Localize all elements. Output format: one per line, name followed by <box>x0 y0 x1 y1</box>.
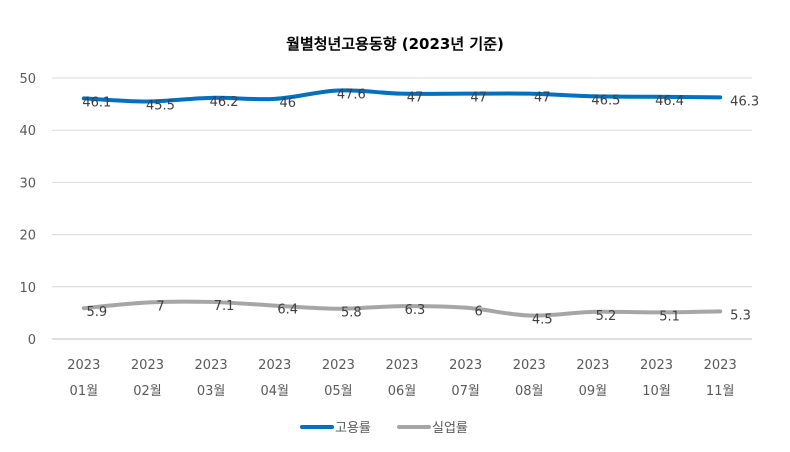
y-tick-label: 50 <box>19 72 36 87</box>
x-tick-label: 2023 04월 <box>258 358 291 399</box>
x-tick-month: 04월 <box>260 384 289 399</box>
x-tick-year: 2023 <box>704 358 737 373</box>
x-tick-label: 2023 08월 <box>513 358 546 399</box>
x-tick-label: 2023 07월 <box>449 358 482 399</box>
y-axis: 0 10 20 30 40 50 <box>19 72 36 348</box>
y-tick-label: 0 <box>28 333 36 348</box>
data-label: 7.1 <box>214 299 235 314</box>
data-label: 46.5 <box>591 93 620 108</box>
data-label: 5.8 <box>341 306 362 321</box>
x-tick-month: 07월 <box>451 384 480 399</box>
x-tick-label: 2023 10월 <box>640 358 673 399</box>
gridlines <box>52 77 752 340</box>
chart-title: 월별청년고용동향 (2023년 기준) <box>286 35 504 53</box>
data-label: 47 <box>534 91 551 106</box>
y-tick-label: 10 <box>19 281 36 296</box>
x-axis: 2023 01월 2023 02월 2023 03월 2023 04월 2023 05월 2023 0… <box>67 358 736 399</box>
data-labels: 46.1 45.5 46.2 46 47.6 47 47 47 46.5 46.4 46.3 5.9 7… <box>82 88 759 328</box>
x-tick-year: 2023 <box>131 358 164 373</box>
x-tick-label: 2023 02월 <box>131 358 164 399</box>
data-label: 47 <box>470 91 487 106</box>
x-tick-year: 2023 <box>449 358 482 373</box>
legend[interactable]: 고용률 실업률 <box>300 421 468 436</box>
x-tick-label: 2023 03월 <box>195 358 228 399</box>
data-label: 6.3 <box>405 303 426 318</box>
legend-label-1[interactable]: 실업률 <box>432 421 468 436</box>
y-tick-label: 40 <box>19 124 36 139</box>
data-label: 7 <box>156 299 164 314</box>
y-tick-label: 20 <box>19 229 36 244</box>
x-tick-month: 09월 <box>579 384 608 399</box>
data-label: 5.2 <box>596 309 617 324</box>
series-line-1 <box>81 299 723 318</box>
data-label: 46.2 <box>210 95 239 110</box>
x-tick-year: 2023 <box>67 358 100 373</box>
x-tick-label: 2023 11월 <box>704 358 737 399</box>
x-tick-month: 10월 <box>642 384 671 399</box>
x-tick-year: 2023 <box>640 358 673 373</box>
data-label: 6 <box>474 305 482 320</box>
y-tick-label: 30 <box>19 176 36 191</box>
data-label: 4.5 <box>532 313 553 328</box>
x-tick-label: 2023 05월 <box>322 358 355 399</box>
x-tick-month: 01월 <box>70 384 99 399</box>
series <box>81 88 723 318</box>
x-tick-year: 2023 <box>513 358 546 373</box>
data-label: 45.5 <box>146 98 175 113</box>
x-tick-month: 08월 <box>515 384 544 399</box>
series-line-0 <box>81 88 723 104</box>
x-tick-month: 02월 <box>133 384 162 399</box>
data-label: 6.4 <box>277 303 298 318</box>
x-tick-year: 2023 <box>322 358 355 373</box>
x-tick-year: 2023 <box>258 358 291 373</box>
x-tick-month: 11월 <box>706 384 735 399</box>
data-label: 46.3 <box>730 94 759 109</box>
x-tick-year: 2023 <box>195 358 228 373</box>
x-tick-label: 2023 09월 <box>576 358 609 399</box>
x-tick-year: 2023 <box>576 358 609 373</box>
data-label: 5.9 <box>86 305 107 320</box>
x-tick-label: 2023 01월 <box>67 358 100 399</box>
data-label: 46.4 <box>655 94 684 109</box>
x-tick-year: 2023 <box>385 358 418 373</box>
x-tick-month: 06월 <box>388 384 417 399</box>
data-label: 47 <box>407 91 424 106</box>
legend-label-0[interactable]: 고용률 <box>335 421 371 436</box>
data-label: 46.1 <box>82 95 111 110</box>
data-label: 5.3 <box>730 308 751 323</box>
x-tick-month: 05월 <box>324 384 353 399</box>
x-tick-label: 2023 06월 <box>385 358 418 399</box>
data-label: 46 <box>279 96 296 111</box>
data-label: 5.1 <box>659 309 680 324</box>
x-tick-month: 03월 <box>197 384 226 399</box>
data-label: 47.6 <box>337 88 366 103</box>
